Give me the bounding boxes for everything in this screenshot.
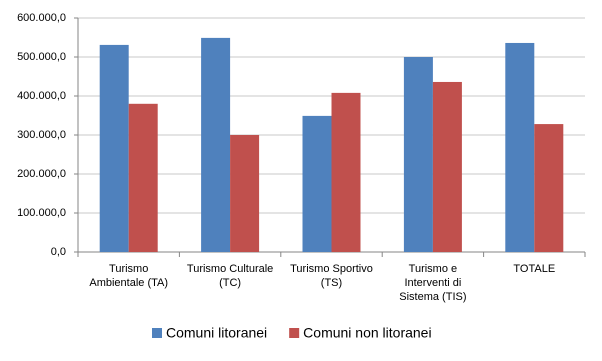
bar	[534, 124, 564, 252]
y-tick-label: 300.000,0	[17, 129, 66, 141]
y-tick-label: 200.000,0	[17, 168, 66, 180]
y-tick-label: 500.000,0	[17, 51, 66, 63]
legend-swatch	[152, 328, 162, 338]
legend-swatch	[289, 328, 300, 338]
bar	[505, 42, 535, 253]
x-tick-label: Turismo e Interventi di Sistema (TIS)	[399, 263, 467, 303]
y-tick-label: 600.000,0	[17, 12, 66, 24]
bar	[432, 81, 462, 253]
x-tick-label: TOTALE	[513, 263, 556, 275]
x-tick-label: Turismo Sportivo (TS)	[290, 263, 373, 289]
y-tick-label: 400.000,0	[17, 90, 66, 102]
bar	[201, 37, 231, 252]
bar	[99, 44, 129, 252]
bar	[403, 57, 433, 252]
x-tick-label: Turismo Culturale (TC)	[186, 263, 274, 289]
x-tick-label: Turismo Ambientale (TA)	[89, 263, 169, 289]
bar	[302, 115, 332, 252]
legend-label: Comuni litoranei	[166, 325, 267, 341]
y-tick-label: 0,0	[51, 246, 66, 258]
legend-label: Comuni non litoranei	[303, 325, 431, 341]
bar	[331, 92, 361, 252]
y-tick-label: 100.000,0	[17, 207, 66, 219]
bar	[230, 135, 260, 252]
bar	[128, 103, 158, 252]
